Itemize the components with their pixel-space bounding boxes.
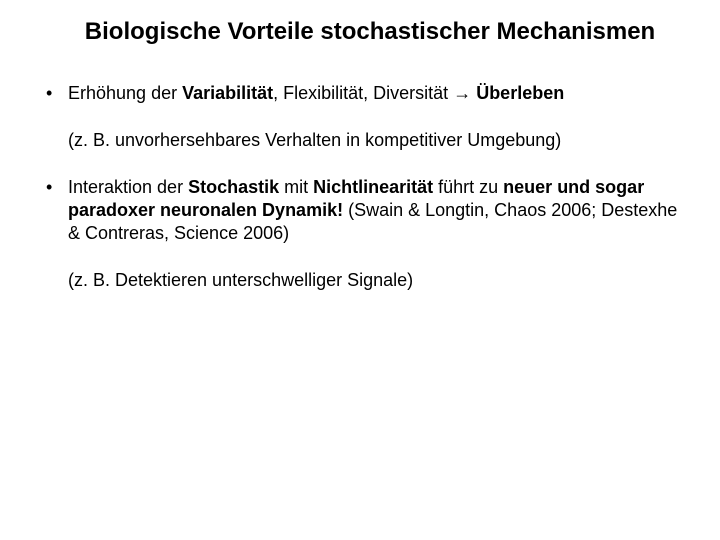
slide-title: Biologische Vorteile stochastischer Mech… bbox=[40, 18, 680, 46]
bullet-item-1: Erhöhung der Variabilität, Flexibilität,… bbox=[40, 82, 680, 152]
b2-bold-nichtlinearitaet: Nichtlinearität bbox=[313, 177, 433, 197]
b2-text-1: Interaktion der bbox=[68, 177, 188, 197]
bullet-list: Erhöhung der Variabilität, Flexibilität,… bbox=[40, 82, 680, 292]
bullet-1-sub: (z. B. unvorhersehbares Verhalten in kom… bbox=[68, 129, 680, 152]
arrow-icon: → bbox=[453, 83, 471, 103]
b1-bold-variabilitaet: Variabilität bbox=[182, 83, 273, 103]
b2-bold-stochastik: Stochastik bbox=[188, 177, 279, 197]
slide: Biologische Vorteile stochastischer Mech… bbox=[0, 0, 720, 540]
bullet-2-sub: (z. B. Detektieren unterschwelliger Sign… bbox=[68, 269, 680, 292]
b1-bold-ueberleben: Überleben bbox=[471, 83, 564, 103]
b2-text-3: mit bbox=[279, 177, 313, 197]
bullet-2-main: Interaktion der Stochastik mit Nichtline… bbox=[68, 176, 680, 245]
b2-text-5: führt zu bbox=[433, 177, 503, 197]
b1-text-1: Erhöhung der bbox=[68, 83, 182, 103]
bullet-item-2: Interaktion der Stochastik mit Nichtline… bbox=[40, 176, 680, 292]
b1-text-3: , Flexibilität, Diversität bbox=[273, 83, 453, 103]
bullet-1-main: Erhöhung der Variabilität, Flexibilität,… bbox=[68, 82, 680, 105]
